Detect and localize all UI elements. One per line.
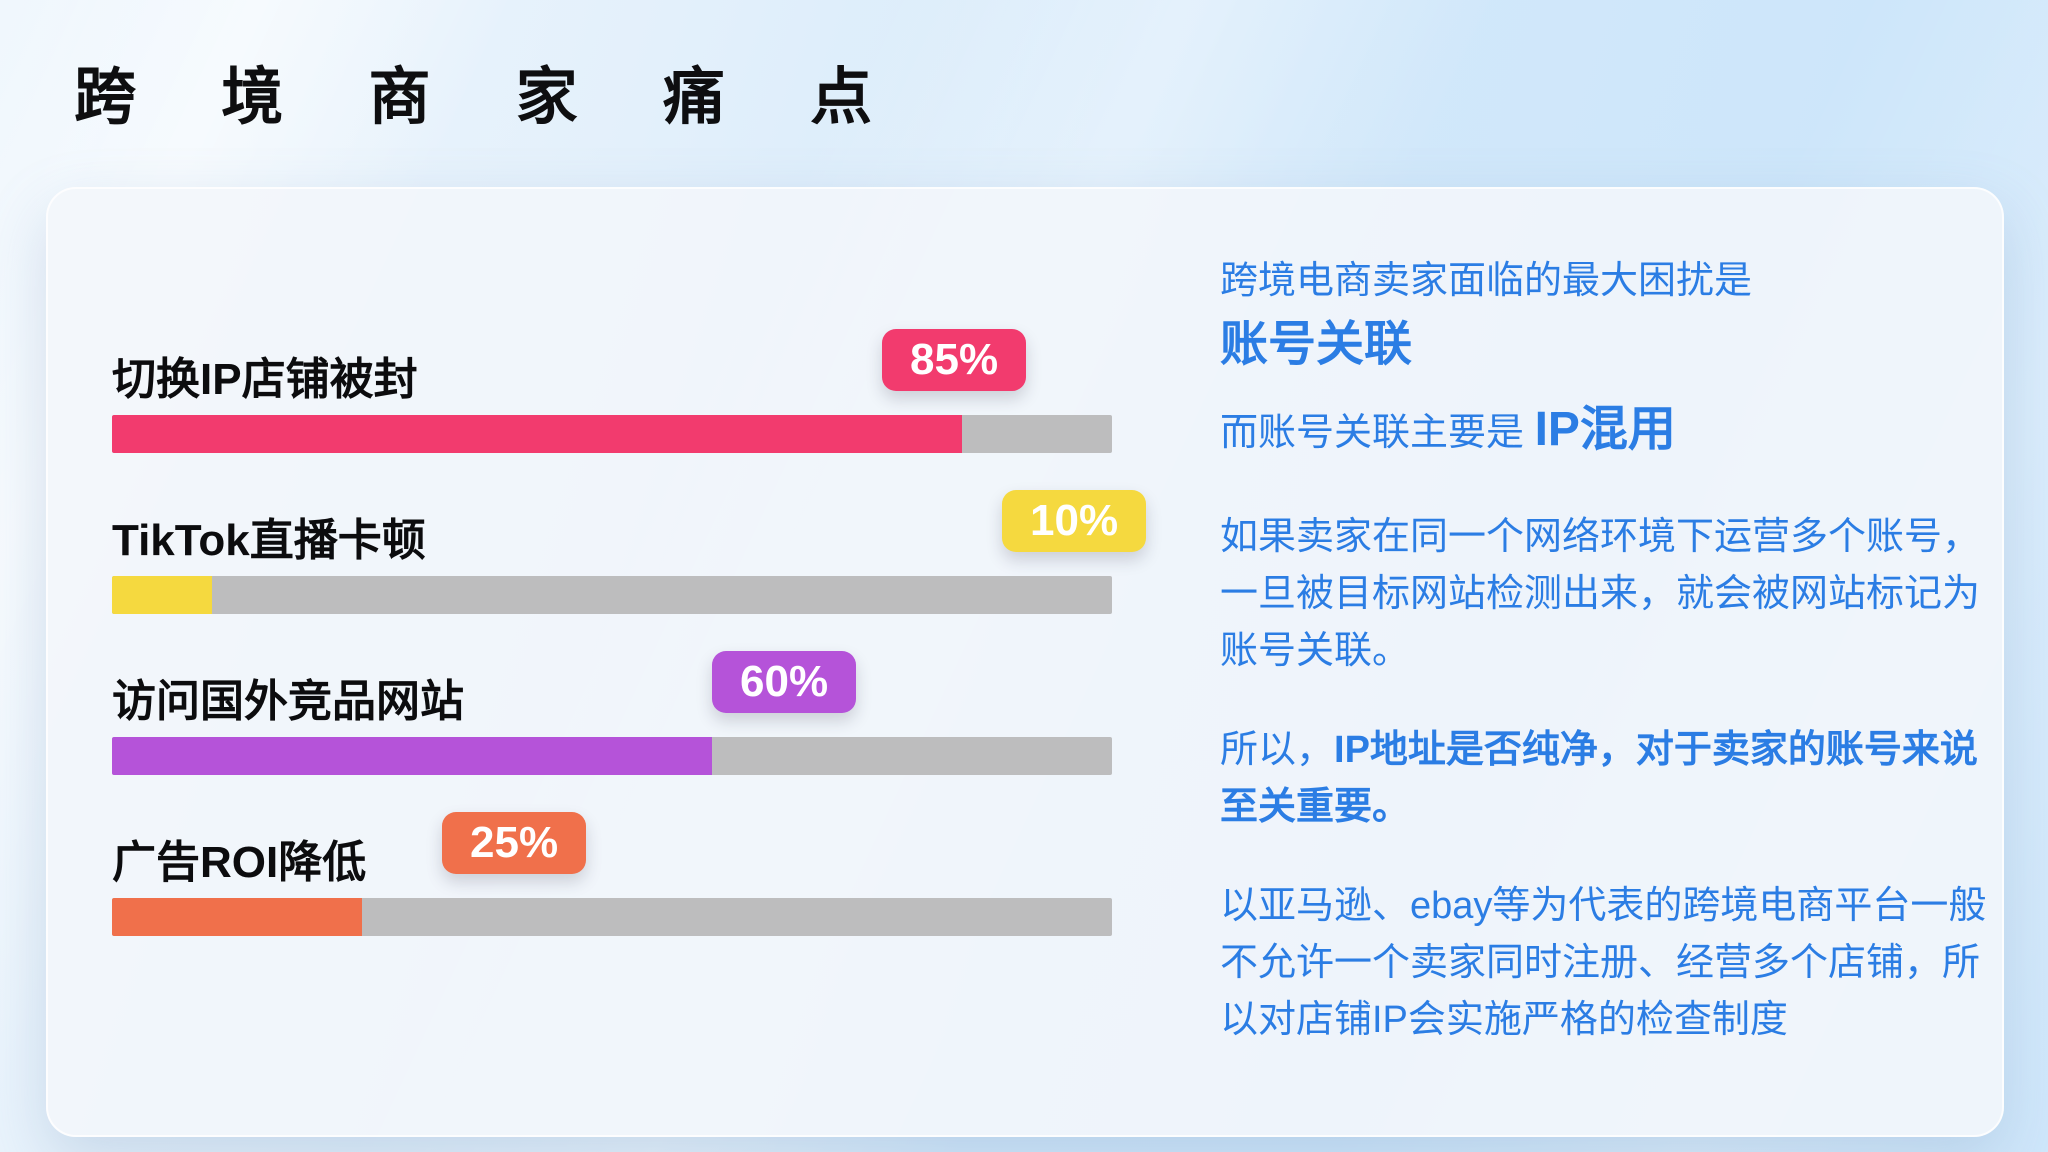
- content-card: 切换IP店铺被封 85% TikTok直播卡顿 10% 访问国外竞品网站 60% 广告ROI…: [46, 187, 2004, 1137]
- chart-row-label: 访问国外竞品网站: [112, 677, 464, 726]
- panel-paragraph-2: 所以，IP地址是否纯净，对于卖家的账号来说至关重要。: [1220, 722, 2015, 836]
- chart-bar-fill: [112, 737, 712, 775]
- chart-bar-track: [112, 415, 1112, 453]
- panel-paragraph-3: 以亚马逊、ebay等为代表的跨境电商平台一般不允许一个卖家同时注册、经营多个店铺…: [1220, 885, 1987, 1042]
- chart-row: 访问国外竞品网站 60%: [112, 651, 1112, 812]
- chart-row: 广告ROI降低 25%: [112, 812, 1112, 973]
- chart-value-badge: 60%: [712, 651, 857, 713]
- chart-bar-fill: [112, 576, 212, 614]
- page-title: 跨 境 商 家 痛 点: [74, 63, 907, 132]
- panel-subline-emphasis: IP混用: [1534, 403, 1676, 457]
- chart-row-label: TikTok直播卡顿: [112, 516, 426, 565]
- chart-row: TikTok直播卡顿 10%: [112, 490, 1147, 651]
- chart-bar-track: [112, 576, 1112, 614]
- chart-bar-fill: [112, 415, 962, 453]
- panel-subline-prefix: 而账号关联主要是: [1220, 412, 1535, 455]
- right-text-panel: 跨境电商卖家面临的最大困扰是 账号关联 而账号关联主要是 IP混用 如果卖家在同…: [1220, 253, 2015, 1091]
- chart-bar-track: [112, 898, 1112, 936]
- chart-bar-fill: [112, 898, 362, 936]
- chart-row: 切换IP店铺被封 85%: [112, 329, 1112, 490]
- chart-row-label: 切换IP店铺被封: [112, 355, 418, 404]
- panel-intro-line: 跨境电商卖家面临的最大困扰是: [1220, 260, 1753, 302]
- panel-headline: 账号关联: [1220, 318, 1413, 371]
- panel-subline: 而账号关联主要是 IP混用: [1220, 392, 2015, 469]
- chart-value-badge: 25%: [442, 812, 587, 874]
- chart-value-badge: 85%: [882, 329, 1027, 391]
- chart-bar-track: [112, 737, 1112, 775]
- panel-paragraph-2-prefix: 所以，: [1220, 729, 1335, 772]
- chart-row-label: 广告ROI降低: [112, 838, 367, 887]
- chart-value-badge: 10%: [1002, 490, 1147, 552]
- panel-paragraph-1: 如果卖家在同一个网络环境下运营多个账号，一旦被目标网站检测出来，就会被网站标记为…: [1220, 516, 1981, 673]
- panel-paragraph-2-bold: IP地址是否纯净，对于卖家的账号来说至关重要。: [1220, 729, 1978, 829]
- bar-chart: 切换IP店铺被封 85% TikTok直播卡顿 10% 访问国外竞品网站 60% 广告ROI…: [112, 329, 1147, 973]
